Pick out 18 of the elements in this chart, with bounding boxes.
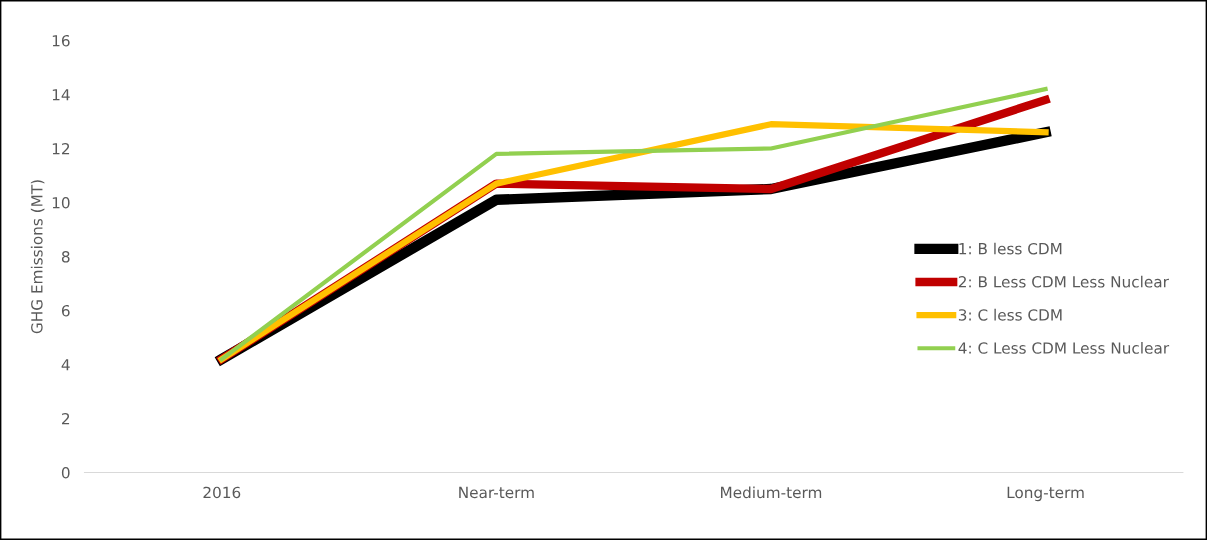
y-tick-label: 4 [61, 359, 70, 371]
x-tick-label: Near-term [459, 486, 534, 499]
y-tick-label: 16 [52, 34, 70, 47]
legend-label: 1: B less CDM [959, 242, 1062, 255]
y-tick-label: 0 [61, 466, 70, 479]
y-tick-label: 10 [52, 196, 70, 209]
y-tick-label: 14 [52, 89, 70, 101]
x-tick-label: Medium-term [721, 486, 822, 499]
y-tick-label: 2 [62, 412, 70, 425]
y-tick-label: 12 [52, 142, 70, 155]
legend-label: 2: B Less CDM Less Nuclear [958, 275, 1169, 288]
y-axis-title: GHG Emissions (MT) [30, 180, 45, 334]
y-tick-label: 8 [61, 250, 70, 263]
x-tick-label: 2016 [203, 486, 241, 499]
x-tick-label: Long-term [1007, 486, 1084, 502]
y-tick-label: 6 [61, 304, 70, 317]
legend-label: 4: C Less CDM Less Nuclear [958, 341, 1170, 354]
legend-label: 3: C less CDM [958, 308, 1062, 321]
